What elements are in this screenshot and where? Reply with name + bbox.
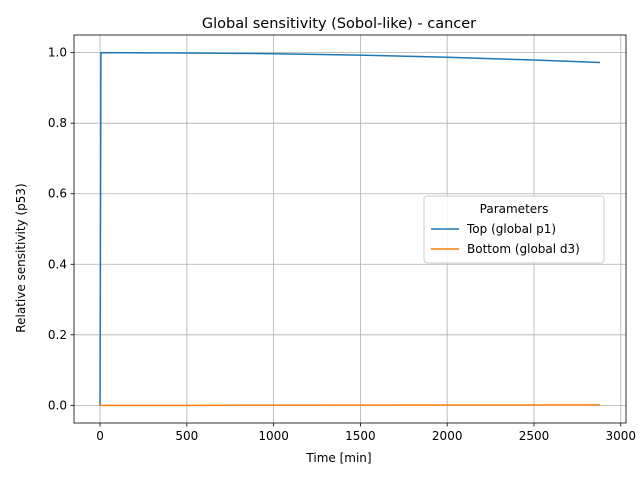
x-tick-label: 0 [96,429,104,443]
legend: Parameters Top (global p1) Bottom (globa… [423,195,605,264]
x-axis-label: Time [min] [305,451,371,465]
y-tick-label: 0.2 [48,328,67,342]
legend-label-top: Top (global p1) [466,222,556,236]
y-axis-label: Relative sensitivity (p53) [14,183,28,332]
y-tick-label: 1.0 [48,46,67,60]
x-tick-label: 3000 [606,429,637,443]
y-tick-label: 0.8 [48,116,67,130]
x-tick-label: 2000 [432,429,463,443]
x-tick-label: 1000 [258,429,289,443]
plot-frame [73,34,627,424]
chart-title: Global sensitivity (Sobol-like) - cancer [202,16,476,32]
x-tick-label: 1500 [345,429,376,443]
series-line-top [99,51,600,406]
series-layer [99,51,600,407]
legend-title: Parameters [480,202,549,216]
axis-ticks: 0 500 1000 1500 2000 2500 3000 0.0 0.2 0.4 0.6 0.8 1… [48,46,636,443]
x-tick-label: 500 [175,429,198,443]
series-line-bottom [100,404,600,407]
legend-label-bottom: Bottom (global d3) [467,242,580,256]
x-tick-label: 2500 [519,429,550,443]
y-tick-label: 0.0 [48,398,67,412]
legend-box [423,195,605,264]
y-tick-label: 0.4 [48,257,67,271]
y-tick-label: 0.6 [48,187,67,201]
